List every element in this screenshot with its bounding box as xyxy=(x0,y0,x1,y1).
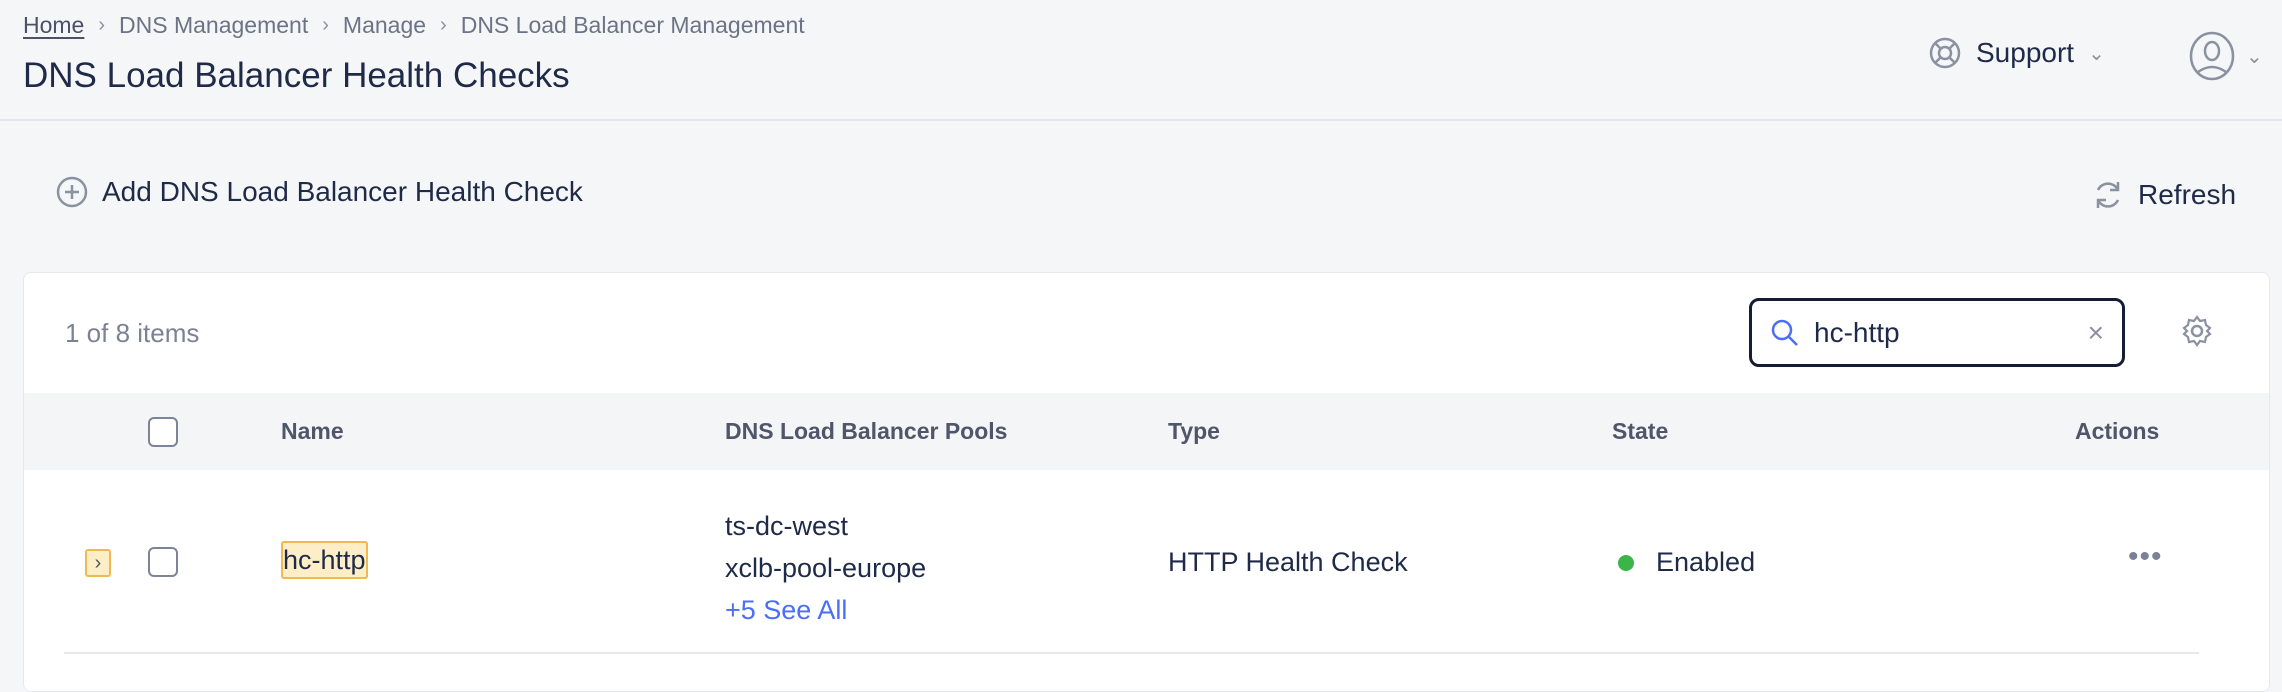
breadcrumb-dns-management[interactable]: DNS Management xyxy=(119,12,309,38)
breadcrumb: Home › DNS Management › Manage › DNS Loa… xyxy=(23,12,805,39)
table-header xyxy=(24,393,2269,470)
search-icon xyxy=(1771,319,1798,346)
breadcrumb-manage[interactable]: Manage xyxy=(342,12,427,38)
clear-search-icon[interactable]: × xyxy=(2087,316,2104,348)
user-menu[interactable]: ⌄ xyxy=(2188,30,2263,82)
refresh-button[interactable]: Refresh xyxy=(2092,178,2236,212)
column-type[interactable]: Type xyxy=(1168,418,1220,444)
search-field[interactable]: × xyxy=(1749,298,2125,367)
refresh-icon xyxy=(2096,182,2120,208)
item-count: 1 of 8 items xyxy=(65,318,200,348)
column-name[interactable]: Name xyxy=(281,418,344,444)
chevron-right-icon: › xyxy=(322,14,329,36)
state-cell: Enabled xyxy=(1618,547,1755,578)
breadcrumb-dns-lb-management[interactable]: DNS Load Balancer Management xyxy=(460,12,805,38)
select-all-checkbox[interactable] xyxy=(148,417,178,447)
plus-circle-icon xyxy=(56,176,88,208)
chevron-down-icon: ⌄ xyxy=(2088,42,2105,65)
column-state[interactable]: State xyxy=(1612,418,1669,444)
page-title: DNS Load Balancer Health Checks xyxy=(23,56,570,95)
header-divider xyxy=(0,119,2282,121)
status-dot-icon xyxy=(1618,554,1634,571)
see-all-link[interactable]: +5 See All xyxy=(725,595,848,625)
gear-icon[interactable] xyxy=(2180,314,2214,348)
column-actions: Actions xyxy=(2075,418,2160,444)
health-check-name-link[interactable]: hc-http xyxy=(281,541,368,579)
type-cell: HTTP Health Check xyxy=(1168,547,1408,577)
expand-row-chevron-icon[interactable]: › xyxy=(85,549,111,577)
chevron-down-icon: ⌄ xyxy=(2246,45,2263,68)
more-actions-icon[interactable]: ••• xyxy=(2128,540,2163,573)
pool-item: xclb-pool-europe xyxy=(725,553,927,583)
support-menu[interactable]: Support ⌄ xyxy=(1928,36,2105,70)
chevron-right-icon: › xyxy=(98,14,106,36)
lifebuoy-icon xyxy=(1929,37,1961,69)
support-label: Support xyxy=(1976,37,2075,68)
add-health-check-button[interactable]: Add DNS Load Balancer Health Check xyxy=(56,176,583,208)
chevron-right-icon: › xyxy=(440,14,447,36)
breadcrumb-home[interactable]: Home xyxy=(23,12,85,38)
refresh-label: Refresh xyxy=(2138,179,2237,210)
pool-item: ts-dc-west xyxy=(725,511,849,541)
status-label: Enabled xyxy=(1656,547,1756,577)
row-checkbox[interactable] xyxy=(148,547,178,577)
pools-cell: ts-dc-west xclb-pool-europe +5 See All xyxy=(725,505,926,631)
search-input[interactable] xyxy=(1814,316,2074,349)
row-divider xyxy=(64,652,2199,654)
column-pools[interactable]: DNS Load Balancer Pools xyxy=(725,418,1008,444)
add-label: Add DNS Load Balancer Health Check xyxy=(102,176,583,207)
avatar-icon xyxy=(2189,31,2235,81)
